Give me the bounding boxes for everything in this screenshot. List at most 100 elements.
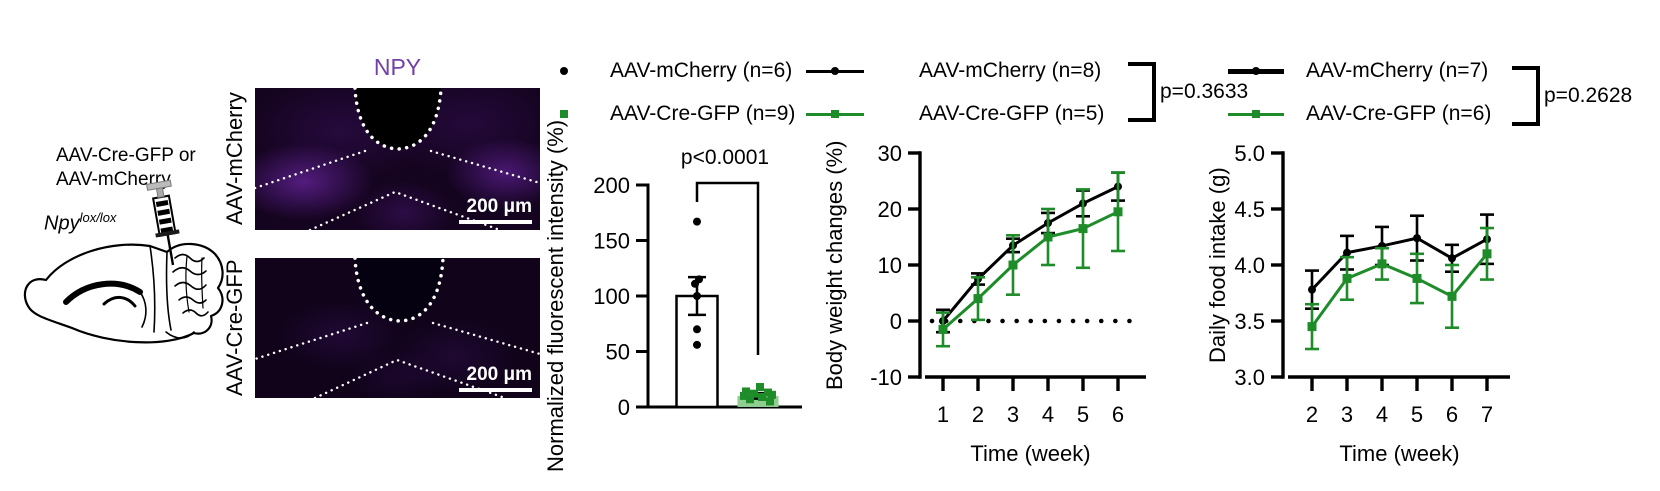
data-point: [756, 383, 764, 392]
legend-item-cre-gfp: AAV-Cre-GFP (n=9): [548, 100, 795, 128]
x-tick-label: 7: [1481, 402, 1493, 427]
legend-item-mcherry: AAV-mCherry (n=6): [548, 57, 795, 85]
data-point: [693, 292, 701, 300]
y-tick-label: 0: [618, 395, 630, 420]
fluorescence-bar-chart: 0 50 100 150 200: [593, 173, 802, 420]
y-tick-label: 3.0: [1234, 365, 1265, 390]
scale-bar-label: 200 μm: [466, 196, 533, 217]
series-line: [942, 210, 1119, 331]
data-point: [1377, 259, 1387, 269]
data-point: [1412, 273, 1422, 283]
y-tick-label: 150: [593, 229, 630, 254]
data-point: [742, 387, 750, 396]
injection-label-line2: AAV-mCherry: [56, 169, 171, 190]
data-point: [1078, 224, 1088, 234]
p-bracket: [695, 181, 760, 355]
genotype-superscript: lox/lox: [79, 210, 117, 225]
data-point: [1043, 232, 1053, 242]
data-point: [1113, 207, 1123, 217]
region-line-left: [255, 321, 369, 361]
data-point: [693, 325, 701, 334]
data-point: [1413, 234, 1421, 243]
stain-title: NPY: [373, 54, 422, 80]
food-intake-legend: AAV-mCherry (n=7) AAV-Cre-GFP (n=6): [1228, 57, 1491, 128]
y-tick-label: 100: [593, 284, 630, 309]
legend-item-cre-gfp: AAV-Cre-GFP (n=6): [1228, 100, 1491, 128]
series-line: [941, 185, 1119, 322]
x-tick-label: 5: [1411, 402, 1423, 427]
region-line-right: [429, 149, 540, 185]
injection-label-line1: AAV-Cre-GFP or: [56, 145, 196, 166]
ventricle-outline: [353, 258, 445, 323]
x-axis-title: Time (week): [970, 441, 1090, 466]
anatomy-overlay: [255, 258, 540, 398]
scale-bar: [459, 388, 532, 392]
mouse-brain-illustration: [23, 179, 224, 344]
x-axis-title: Time (week): [1339, 441, 1459, 466]
region-line-left: [255, 149, 367, 190]
y-tick-label: 200: [593, 173, 630, 198]
circle-marker-icon: [1252, 67, 1260, 75]
data-point: [1342, 273, 1352, 283]
circle-marker-icon: [560, 67, 568, 75]
y-tick-label: 4.0: [1234, 253, 1265, 278]
injection-label: AAV-Cre-GFP or AAV-mCherry: [56, 144, 196, 192]
square-marker-icon: [1252, 110, 1260, 118]
y-tick-label: 30: [878, 141, 902, 166]
data-point: [1343, 248, 1351, 257]
data-point: [1448, 254, 1456, 263]
genotype-label: Npylox/lox: [44, 210, 116, 236]
data-point: [1447, 291, 1457, 301]
data-point: [758, 393, 766, 402]
data-point: [768, 390, 776, 399]
data-point: [1482, 249, 1492, 259]
region-line-bottom: [313, 358, 507, 398]
row-label-aav-mcherry: AAV-mCherry: [222, 92, 247, 226]
bar-chart-legend: AAV-mCherry (n=6) AAV-Cre-GFP (n=9): [548, 57, 795, 128]
data-point: [691, 279, 699, 288]
y-tick-label: 0: [890, 309, 902, 334]
food-intake-p-value: p=0.2628: [1544, 84, 1633, 107]
y-tick-label: 4.5: [1234, 197, 1265, 222]
y-tick-label: 10: [878, 253, 902, 278]
data-point: [973, 294, 983, 304]
legend-item-mcherry: AAV-mCherry (n=7): [1228, 57, 1491, 85]
legend-label: AAV-mCherry (n=8): [919, 59, 1102, 82]
region-line-bottom: [308, 190, 502, 230]
corpus-callosum: [63, 280, 143, 305]
bar: [737, 395, 779, 407]
data-point: [693, 340, 701, 349]
data-point: [938, 324, 948, 334]
x-tick-label: 2: [1306, 402, 1318, 427]
food-intake-line-chart: 3.0 3.5 4.0 4.5 5.0 2 3 4 5 6 7 Time (week): [1234, 141, 1510, 466]
series-line: [1310, 236, 1488, 291]
y-tick-label: 50: [606, 340, 630, 365]
y-tick-label: 5.0: [1234, 141, 1265, 166]
y-tick-label: 20: [878, 197, 902, 222]
series-line: [1310, 252, 1489, 328]
circle-marker-icon: [831, 67, 839, 75]
brain-outline: [23, 242, 224, 344]
legend-label: AAV-Cre-GFP (n=5): [919, 102, 1105, 125]
anatomy-overlay: [255, 88, 540, 230]
legend-label: AAV-Cre-GFP (n=9): [610, 102, 796, 125]
genotype-gene: Npy: [44, 212, 80, 235]
x-tick-label: 5: [1077, 402, 1089, 427]
data-point: [1307, 322, 1317, 332]
x-tick-label: 4: [1376, 402, 1388, 427]
legend-item-cre-gfp: AAV-Cre-GFP (n=5): [806, 100, 1104, 128]
square-marker-icon: [560, 110, 568, 118]
fluorescence-image-aav-mcherry: 200 μm: [255, 88, 540, 230]
legend-item-mcherry: AAV-mCherry (n=8): [806, 57, 1104, 85]
body-weight-p-value: p=0.3633: [1160, 80, 1249, 103]
square-marker-icon: [831, 110, 839, 118]
x-tick-label: 3: [1341, 402, 1353, 427]
x-tick-label: 2: [972, 402, 984, 427]
x-tick-label: 3: [1007, 402, 1019, 427]
comparison-bracket: [1512, 66, 1540, 126]
legend-label: AAV-Cre-GFP (n=6): [1306, 102, 1492, 125]
data-point: [1008, 260, 1018, 270]
x-tick-label: 1: [937, 402, 949, 427]
data-point: [766, 397, 774, 406]
